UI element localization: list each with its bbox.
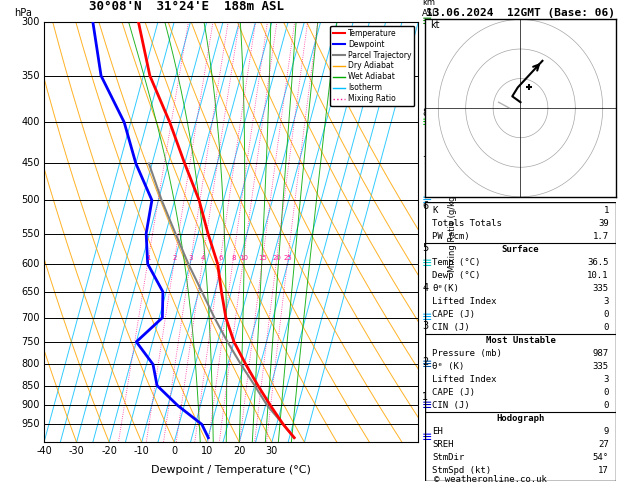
Text: 13.06.2024  12GMT (Base: 06): 13.06.2024 12GMT (Base: 06) (426, 8, 615, 17)
Text: 2: 2 (172, 255, 177, 261)
Text: km
ASL: km ASL (422, 0, 438, 17)
Text: ≡: ≡ (422, 116, 433, 129)
Text: 500: 500 (21, 195, 40, 205)
Text: 25: 25 (284, 255, 292, 261)
Text: 27: 27 (598, 440, 609, 450)
Text: 1: 1 (146, 255, 151, 261)
Text: 550: 550 (21, 228, 40, 239)
Text: 10: 10 (239, 255, 248, 261)
Text: 15: 15 (259, 255, 267, 261)
Text: hPa: hPa (14, 8, 32, 17)
Text: Dewpoint / Temperature (°C): Dewpoint / Temperature (°C) (151, 466, 311, 475)
Text: ≡: ≡ (422, 431, 433, 444)
Text: 987: 987 (593, 349, 609, 359)
Text: 900: 900 (21, 400, 40, 411)
Text: 5: 5 (423, 243, 429, 253)
Text: θᵉ (K): θᵉ (K) (432, 363, 464, 371)
Text: 6: 6 (218, 255, 223, 261)
Text: 36.5: 36.5 (587, 259, 609, 267)
Text: 450: 450 (21, 158, 40, 169)
Text: 8: 8 (231, 255, 236, 261)
Text: CIN (J): CIN (J) (432, 324, 470, 332)
Text: Temp (°C): Temp (°C) (432, 259, 481, 267)
Text: 0: 0 (603, 401, 609, 411)
Text: 10: 10 (201, 447, 213, 456)
Text: 30: 30 (265, 447, 278, 456)
Text: 1: 1 (603, 207, 609, 215)
Text: © weatheronline.co.uk: © weatheronline.co.uk (434, 474, 547, 484)
Text: Pressure (mb): Pressure (mb) (432, 349, 502, 359)
Text: 3: 3 (603, 297, 609, 307)
Text: ≡: ≡ (422, 16, 433, 28)
Text: 350: 350 (21, 70, 40, 81)
Text: 20: 20 (233, 447, 245, 456)
Text: 1: 1 (423, 392, 428, 402)
Text: 3: 3 (189, 255, 193, 261)
Text: ≡: ≡ (422, 258, 433, 270)
Text: ≡: ≡ (422, 194, 433, 207)
Text: 3: 3 (423, 321, 428, 330)
Text: EH: EH (432, 428, 443, 436)
Text: 30°08'N  31°24'E  188m ASL: 30°08'N 31°24'E 188m ASL (89, 0, 284, 14)
Text: -40: -40 (36, 447, 52, 456)
Text: SREH: SREH (432, 440, 454, 450)
Text: 4: 4 (423, 283, 428, 293)
Text: Dewp (°C): Dewp (°C) (432, 272, 481, 280)
Text: Surface: Surface (502, 245, 539, 255)
Text: 0: 0 (171, 447, 177, 456)
Text: ≡: ≡ (422, 358, 433, 371)
Text: 3: 3 (603, 376, 609, 384)
Text: Lifted Index: Lifted Index (432, 297, 497, 307)
Text: 39: 39 (598, 220, 609, 228)
Text: StmSpd (kt): StmSpd (kt) (432, 467, 491, 475)
Text: 850: 850 (21, 381, 40, 391)
Text: 6: 6 (423, 201, 428, 211)
Text: kt: kt (430, 20, 440, 30)
Text: CIN (J): CIN (J) (432, 401, 470, 411)
Text: Totals Totals: Totals Totals (432, 220, 502, 228)
Text: 1.7: 1.7 (593, 232, 609, 242)
Legend: Temperature, Dewpoint, Parcel Trajectory, Dry Adiabat, Wet Adiabat, Isotherm, Mi: Temperature, Dewpoint, Parcel Trajectory… (330, 26, 415, 106)
Text: 600: 600 (21, 259, 40, 269)
Text: 700: 700 (21, 312, 40, 323)
Text: Most Unstable: Most Unstable (486, 336, 555, 346)
Text: 750: 750 (21, 337, 40, 347)
Text: 0: 0 (603, 388, 609, 398)
Text: 2: 2 (423, 357, 429, 367)
Text: 335: 335 (593, 363, 609, 371)
Text: 7: 7 (423, 156, 429, 166)
Text: -30: -30 (69, 447, 84, 456)
Text: 950: 950 (21, 419, 40, 429)
Text: CAPE (J): CAPE (J) (432, 311, 476, 319)
Text: θᵉ(K): θᵉ(K) (432, 284, 459, 294)
Text: 10.1: 10.1 (587, 272, 609, 280)
Text: 400: 400 (21, 117, 40, 127)
Text: 650: 650 (21, 287, 40, 297)
Text: Lifted Index: Lifted Index (432, 376, 497, 384)
Text: K: K (432, 207, 438, 215)
Text: 0: 0 (603, 324, 609, 332)
Text: 20: 20 (272, 255, 281, 261)
Text: 9: 9 (603, 428, 609, 436)
Text: ≡: ≡ (422, 399, 433, 412)
Text: 0: 0 (603, 311, 609, 319)
Text: 335: 335 (593, 284, 609, 294)
Text: Mixing Ratio (g/kg): Mixing Ratio (g/kg) (448, 192, 457, 272)
Text: 4: 4 (201, 255, 205, 261)
Text: StmDir: StmDir (432, 453, 464, 463)
Text: 300: 300 (21, 17, 40, 27)
Text: 17: 17 (598, 467, 609, 475)
Text: 800: 800 (21, 359, 40, 369)
Text: CAPE (J): CAPE (J) (432, 388, 476, 398)
Text: -10: -10 (134, 447, 150, 456)
Text: PW (cm): PW (cm) (432, 232, 470, 242)
Text: Hodograph: Hodograph (496, 415, 545, 423)
Text: 8: 8 (423, 108, 428, 119)
Text: -20: -20 (101, 447, 117, 456)
Text: ≡: ≡ (422, 311, 433, 324)
Text: 54°: 54° (593, 453, 609, 463)
